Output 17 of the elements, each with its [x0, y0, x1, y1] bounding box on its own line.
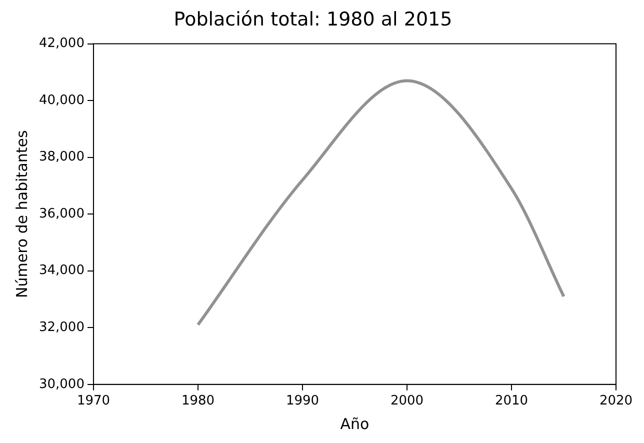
line-series — [196, 79, 566, 326]
y-tick-label: 30,000 — [38, 376, 84, 392]
chart-title: Población total: 1980 al 2015 — [174, 8, 452, 30]
y-tick-label: 40,000 — [38, 92, 84, 108]
y-tick-label: 34,000 — [38, 263, 84, 278]
y-tick-label: 38,000 — [38, 150, 84, 165]
x-tick-label: 2020 — [599, 394, 633, 409]
x-tick-label: 2010 — [494, 394, 528, 409]
y-tick-label: 36,000 — [38, 206, 84, 222]
y-axis-title: Número de habitantes — [12, 130, 31, 298]
x-tick-label: 1970 — [76, 394, 110, 409]
x-axis-title: Año — [340, 414, 370, 433]
x-tick-label: 1980 — [181, 394, 215, 409]
y-tick-label: 42,000 — [38, 36, 84, 52]
x-tick-label: 1990 — [286, 394, 320, 409]
x-tick-label: 2000 — [390, 394, 424, 409]
y-tick-label: 32,000 — [38, 320, 84, 336]
